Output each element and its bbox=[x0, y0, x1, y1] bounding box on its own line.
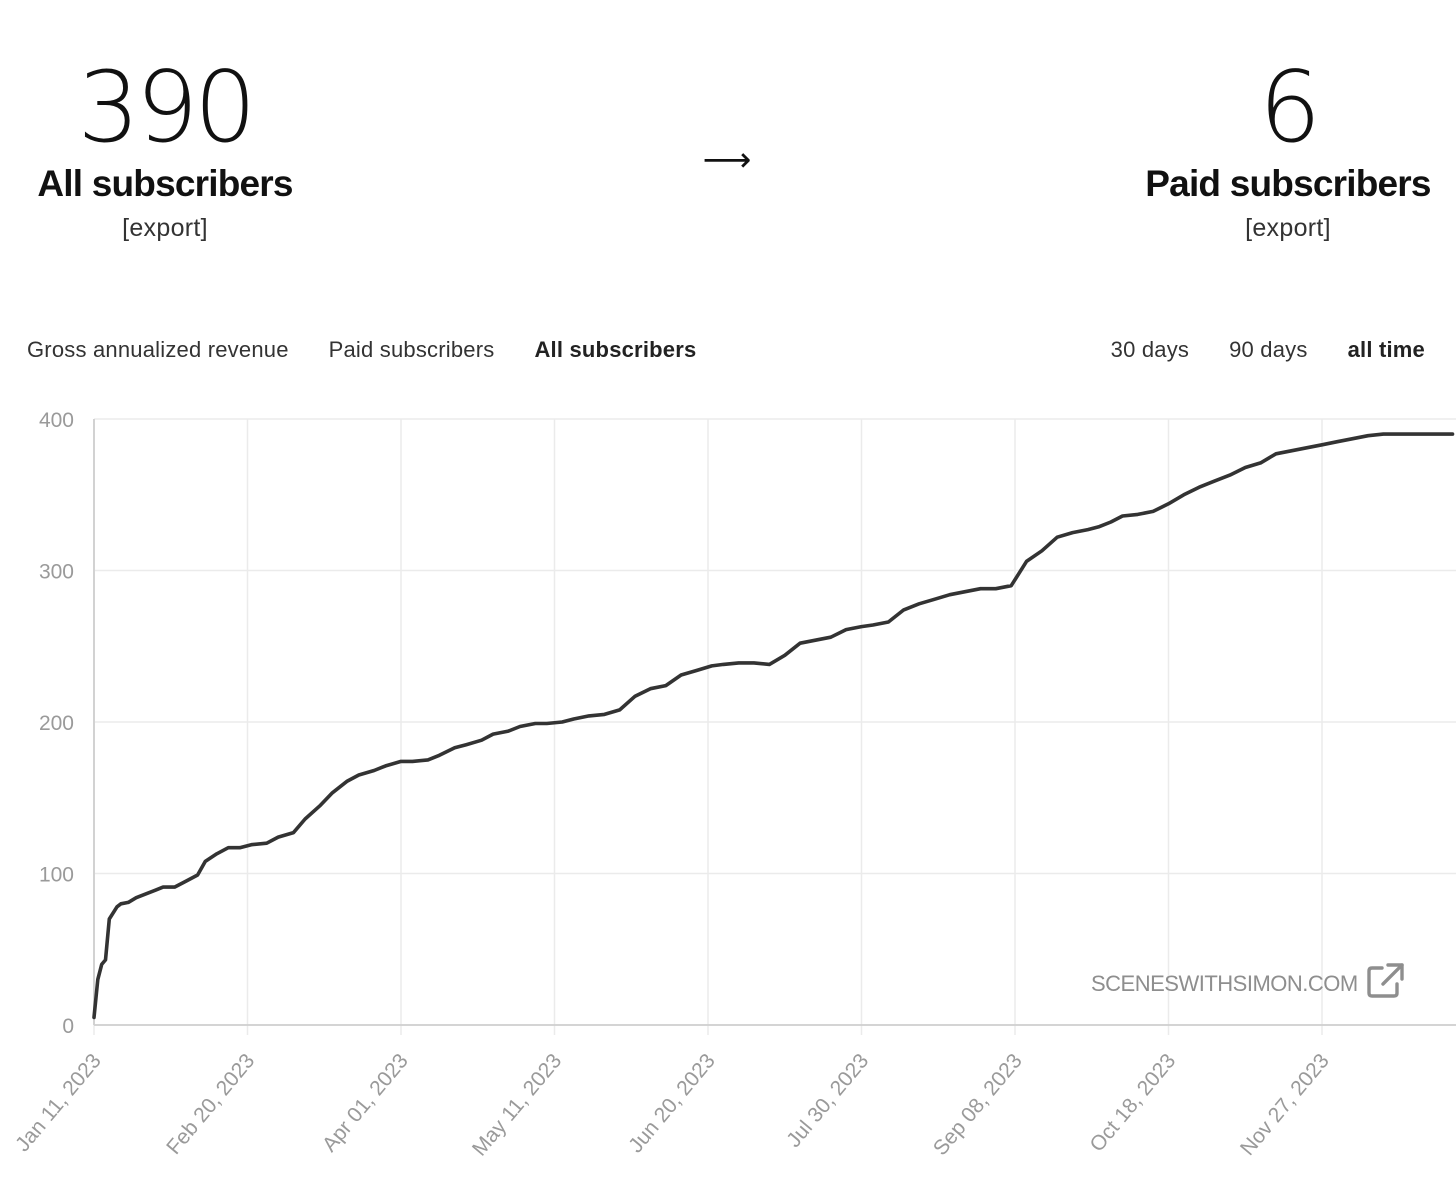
all-subscribers-export-link[interactable]: [export] bbox=[122, 214, 208, 242]
subscribers-line-chart: 0 100 200 300 400 Jan 11, 2023 Feb 20, 2023 Apr… bbox=[11, 409, 1456, 1161]
time-range-selector: 30 days 90 days all time bbox=[1111, 335, 1425, 365]
subscribers-series-line bbox=[92, 432, 1455, 1020]
x-tick-label: Sep 08, 2023 bbox=[929, 1049, 1027, 1160]
all-subscribers-summary: 390 All subscribers [export] bbox=[20, 58, 310, 243]
x-tick-label: Jan 11, 2023 bbox=[11, 1049, 106, 1156]
x-tick-label: May 11, 2023 bbox=[468, 1049, 566, 1160]
range-all-time[interactable]: all time bbox=[1347, 337, 1425, 362]
y-tick-label: 200 bbox=[39, 712, 74, 735]
metric-tabs: Gross annualized revenue Paid subscriber… bbox=[27, 335, 696, 365]
x-tick-label: Nov 27, 2023 bbox=[1236, 1049, 1334, 1159]
x-tick-label: Oct 18, 2023 bbox=[1085, 1049, 1180, 1156]
y-tick-label: 400 bbox=[39, 409, 74, 432]
x-tick-label: Jul 30, 2023 bbox=[782, 1049, 873, 1151]
tab-paid-subscribers[interactable]: Paid subscribers bbox=[328, 337, 495, 362]
range-90-days[interactable]: 90 days bbox=[1229, 337, 1308, 362]
y-tick-label: 300 bbox=[39, 561, 74, 584]
right-arrow-icon: ⟶ bbox=[702, 141, 752, 179]
x-tick-label: Apr 01, 2023 bbox=[318, 1049, 413, 1156]
paid-subscribers-title: Paid subscribers bbox=[1145, 163, 1431, 204]
y-tick-label: 0 bbox=[62, 1015, 74, 1038]
x-tick-label: Feb 20, 2023 bbox=[162, 1049, 259, 1159]
all-subscribers-title: All subscribers bbox=[37, 163, 293, 204]
tab-gross-annualized-revenue[interactable]: Gross annualized revenue bbox=[27, 337, 289, 362]
site-watermark-link[interactable]: SCENESWITHSIMON.COM bbox=[1091, 962, 1406, 1005]
y-tick-label: 100 bbox=[39, 864, 74, 887]
x-tick-label: Jun 20, 2023 bbox=[624, 1049, 720, 1157]
tab-all-subscribers[interactable]: All subscribers bbox=[534, 337, 697, 362]
all-subscribers-count: 390 bbox=[77, 51, 256, 165]
range-30-days[interactable]: 30 days bbox=[1110, 337, 1190, 362]
paid-subscribers-export-link[interactable]: [export] bbox=[1245, 214, 1331, 242]
external-link-icon bbox=[1366, 962, 1406, 1005]
watermark-text: SCENESWITHSIMON.COM bbox=[1091, 970, 1358, 996]
paid-subscribers-count: 6 bbox=[1258, 51, 1321, 165]
paid-subscribers-summary: 6 Paid subscribers [export] bbox=[1130, 58, 1446, 243]
